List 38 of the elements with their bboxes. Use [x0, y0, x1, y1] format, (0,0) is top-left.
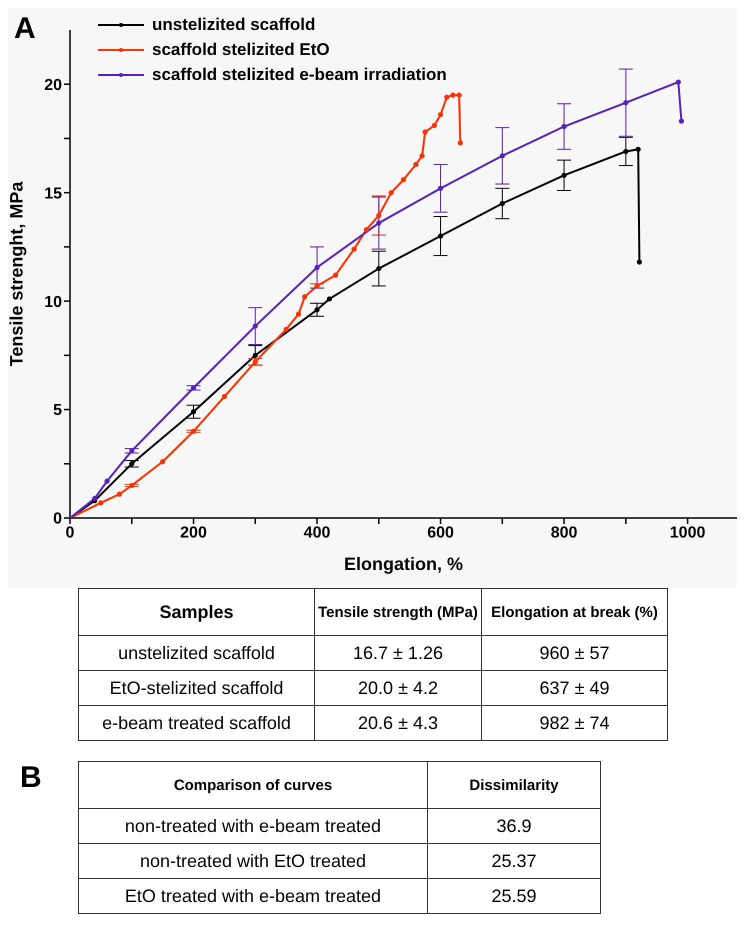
y-tick-label: 20	[44, 76, 62, 94]
category-label: Samples	[78, 588, 314, 636]
text: B	[20, 761, 42, 795]
x-tick-label: 600	[427, 524, 454, 542]
x-tick-label: 800	[550, 524, 578, 542]
category-label: Comparison of curves	[78, 762, 428, 808]
x-tick-label: 1000	[670, 524, 706, 542]
x-tick-label: 200	[180, 524, 207, 542]
y-axis-title: Tensile strenght, MPa	[6, 180, 26, 366]
text: 25.37	[491, 850, 537, 870]
text: 36.9	[496, 816, 532, 836]
category-label: non-treated with e-beam treated	[124, 816, 382, 836]
category-label: Elongation at break (%)	[482, 588, 668, 636]
y-tick-label: 5	[53, 402, 62, 420]
legend-label: scaffold stelizited e-beam irradiation	[152, 64, 447, 84]
category-label: unstelizited scaffold	[118, 642, 275, 662]
text: 982 ± 74	[540, 712, 610, 732]
text: 20.6 ± 4.3	[358, 712, 438, 732]
x-tick-label: 0	[66, 524, 75, 542]
category-label: EtO treated with e-beam treated	[124, 886, 382, 906]
text: 960 ± 57	[540, 642, 610, 662]
legend-label: unstelizited scaffold	[152, 14, 316, 34]
text: 25.59	[491, 886, 537, 906]
text: A	[14, 12, 36, 46]
text: 20.0 ± 4.2	[358, 678, 438, 698]
text: 16.7 ± 1.26	[353, 642, 443, 662]
legend-label: scaffold stelizited EtO	[152, 40, 330, 60]
y-tick-label: 10	[44, 294, 62, 311]
x-tick-label: 400	[304, 524, 330, 542]
y-tick-label: 0	[53, 510, 62, 528]
category-label: e-beam treated scaffold	[102, 712, 291, 732]
y-tick-label: 15	[44, 185, 62, 202]
category-label: Tensile strength (MPa)	[314, 588, 482, 636]
category-label: EtO-stelizited scaffold	[110, 678, 284, 698]
category-label: Dissimilarity	[428, 762, 600, 808]
category-label: non-treated with EtO treated	[140, 850, 366, 870]
x-axis-title: Elongation, %	[344, 554, 463, 574]
text: 637 ± 49	[540, 678, 610, 698]
